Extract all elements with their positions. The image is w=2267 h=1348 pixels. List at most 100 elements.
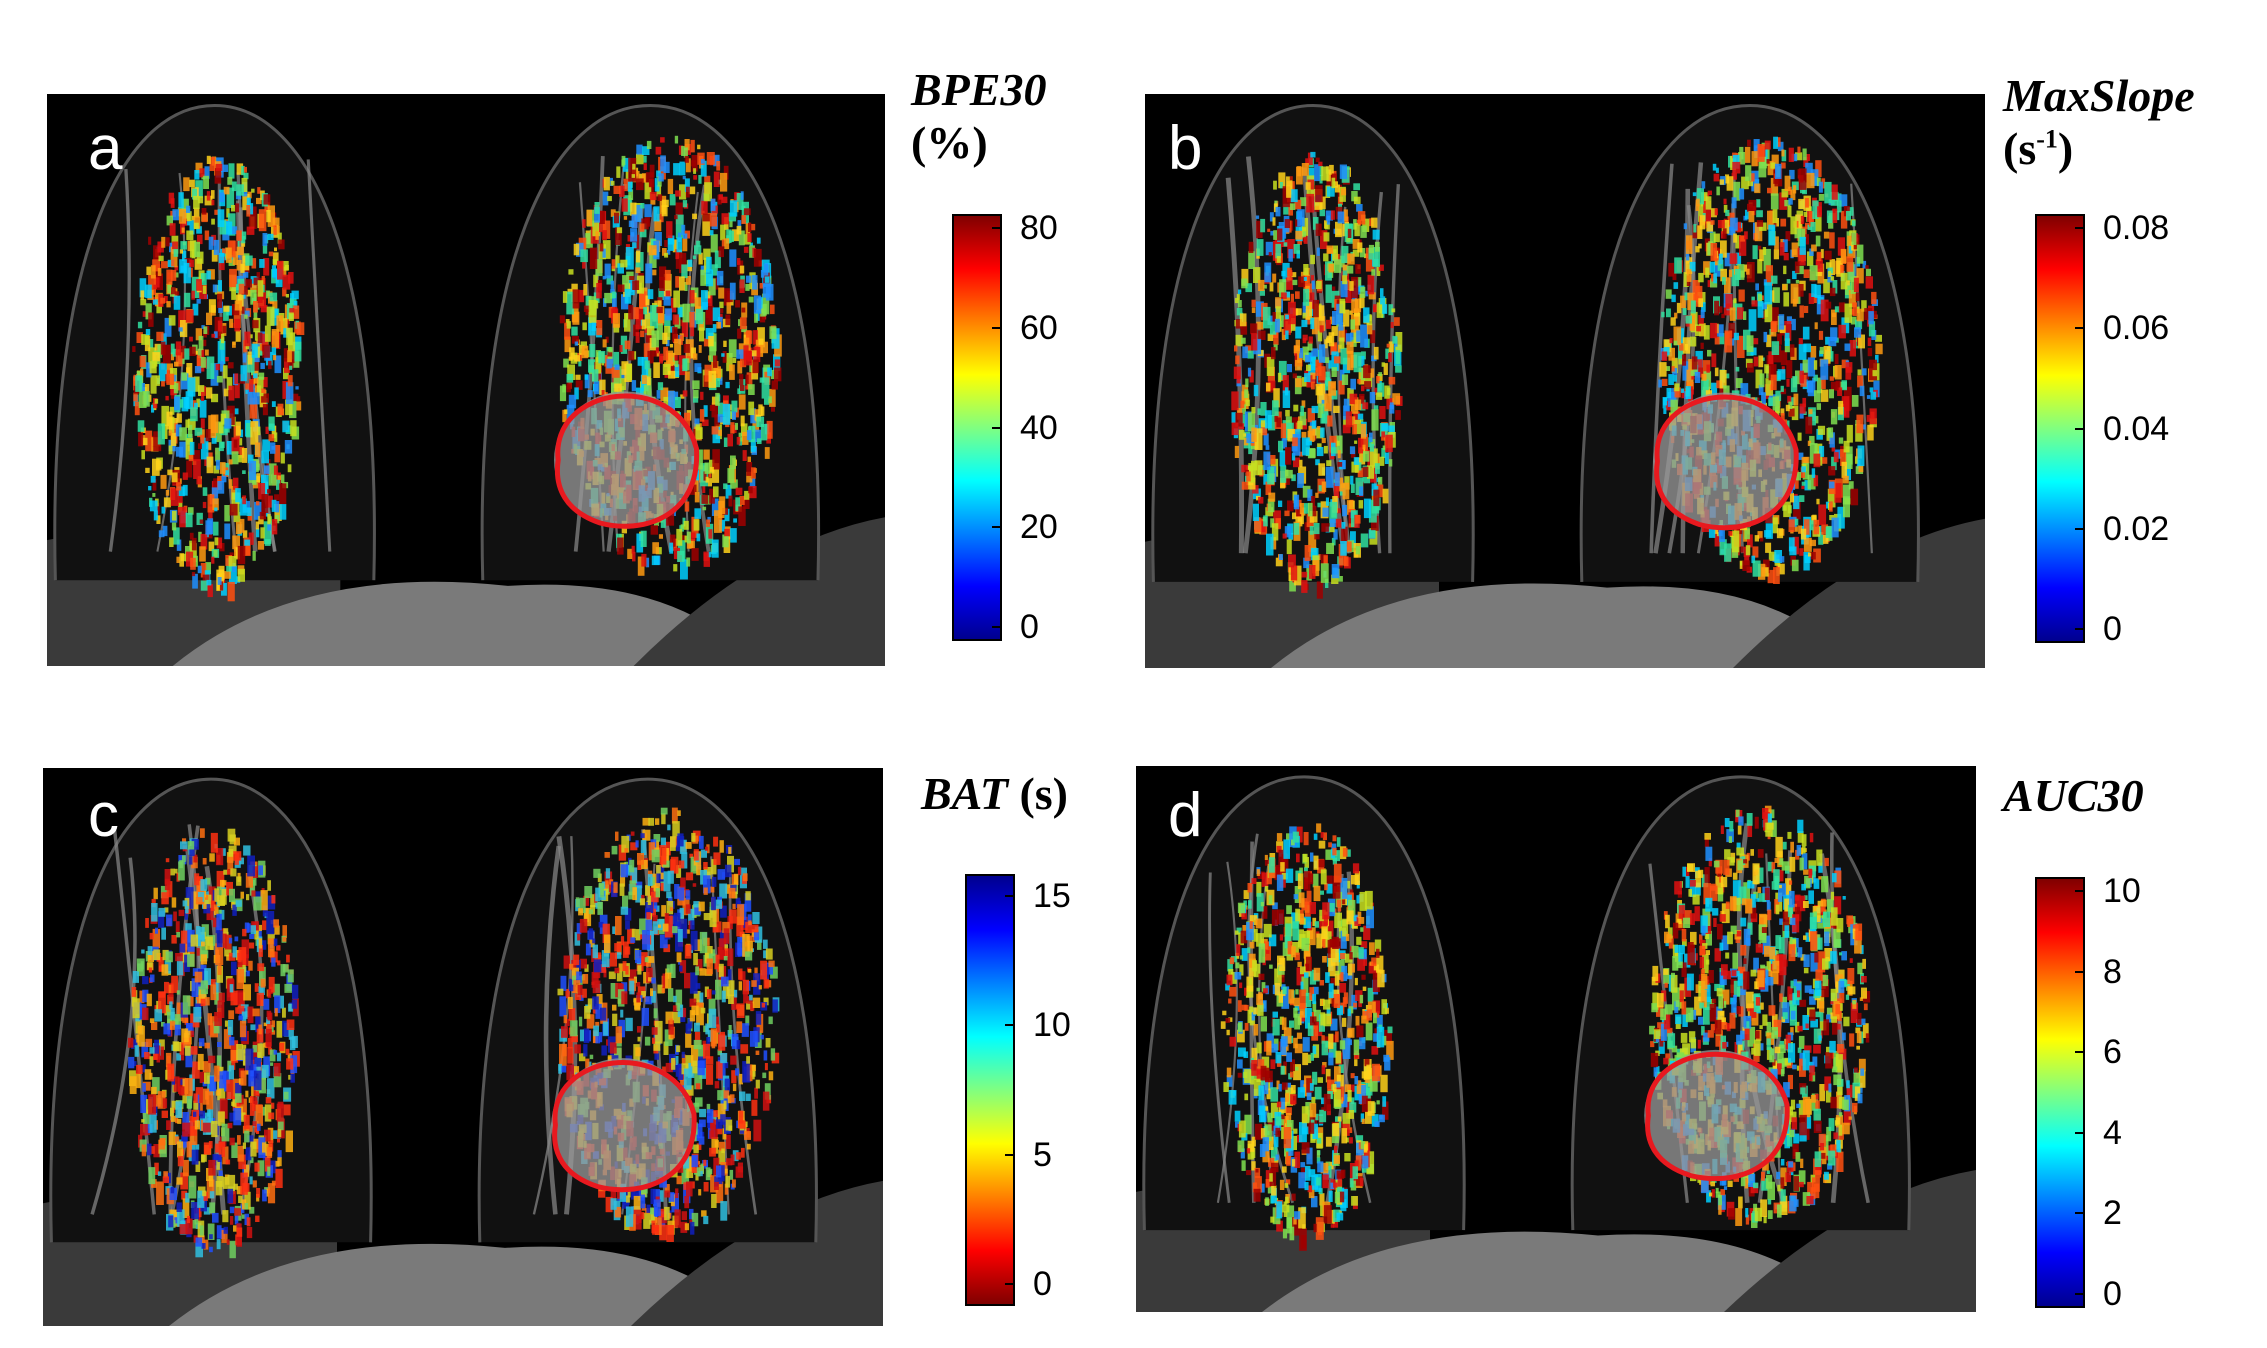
- parametric-voxel: [231, 1142, 238, 1158]
- parametric-voxel: [667, 250, 671, 255]
- parametric-voxel: [702, 213, 710, 222]
- parametric-voxel: [153, 245, 161, 261]
- parametric-voxel: [694, 245, 702, 255]
- parametric-voxel: [682, 233, 688, 239]
- parametric-voxel: [170, 269, 177, 281]
- parametric-voxel: [1268, 380, 1276, 391]
- parametric-voxel: [643, 343, 650, 360]
- parametric-voxel: [644, 377, 652, 400]
- parametric-voxel: [286, 1019, 295, 1030]
- parametric-voxel: [223, 928, 229, 934]
- colorbar-title-b: MaxSlope (s-1): [2003, 70, 2195, 176]
- parametric-voxel: [1338, 322, 1344, 331]
- parametric-voxel: [1795, 279, 1800, 284]
- parametric-voxel: [182, 198, 189, 211]
- parametric-voxel: [1242, 404, 1246, 415]
- parametric-voxel: [156, 301, 162, 314]
- parametric-voxel: [713, 154, 720, 167]
- parametric-voxel: [714, 510, 722, 533]
- parametric-voxel: [255, 1090, 260, 1096]
- parametric-voxel: [235, 203, 240, 213]
- parametric-voxel: [676, 528, 683, 546]
- parametric-voxel: [228, 1010, 235, 1020]
- parametric-voxel: [1663, 339, 1671, 352]
- parametric-voxel: [728, 495, 733, 507]
- parametric-voxel: [1373, 405, 1379, 410]
- parametric-voxel: [277, 1150, 282, 1159]
- parametric-voxel: [180, 930, 189, 950]
- parametric-voxel: [1858, 465, 1864, 473]
- parametric-voxel: [190, 557, 196, 570]
- parametric-voxel: [196, 478, 202, 485]
- parametric-voxel: [1728, 322, 1735, 338]
- parametric-voxel: [633, 324, 640, 337]
- parametric-voxel: [256, 197, 262, 205]
- parametric-voxel: [1818, 194, 1825, 201]
- parametric-voxel: [193, 1100, 199, 1110]
- parametric-voxel: [1303, 288, 1310, 306]
- parametric-voxel: [253, 896, 262, 911]
- parametric-voxel: [1764, 307, 1769, 318]
- parametric-voxel: [229, 1036, 235, 1046]
- parametric-voxel: [1284, 291, 1290, 298]
- parametric-voxel: [193, 195, 200, 209]
- parametric-voxel: [1806, 380, 1814, 393]
- parametric-voxel: [1370, 330, 1376, 344]
- parametric-voxel: [1295, 516, 1303, 527]
- parametric-voxel: [1724, 332, 1730, 346]
- parametric-voxel: [1316, 280, 1322, 290]
- parametric-voxel: [1820, 389, 1829, 402]
- parametric-voxel: [287, 1053, 292, 1062]
- parametric-voxel: [250, 1096, 254, 1105]
- parametric-voxel: [260, 890, 268, 911]
- parametric-voxel: [1341, 188, 1347, 196]
- parametric-voxel: [202, 339, 207, 347]
- colorbar-tick-mark: [992, 227, 1000, 229]
- parametric-voxel: [1337, 450, 1341, 459]
- parametric-voxel: [282, 937, 287, 942]
- parametric-voxel: [271, 957, 276, 967]
- parametric-voxel: [184, 348, 190, 360]
- parametric-voxel: [1265, 481, 1272, 495]
- parametric-voxel: [689, 311, 695, 328]
- parametric-voxel: [1315, 427, 1324, 439]
- parametric-voxel: [259, 966, 266, 987]
- parametric-voxel: [227, 856, 234, 870]
- parametric-voxel: [749, 242, 753, 247]
- parametric-voxel: [1765, 378, 1774, 396]
- parametric-voxel: [1695, 246, 1700, 253]
- parametric-voxel: [217, 1111, 225, 1126]
- parametric-voxel: [141, 1119, 145, 1123]
- vessel: [90, 857, 137, 1215]
- parametric-voxel: [210, 832, 218, 853]
- parametric-voxel: [1857, 369, 1862, 376]
- parametric-voxel: [252, 320, 259, 329]
- parametric-voxel: [170, 432, 177, 446]
- parametric-voxel: [1829, 389, 1834, 399]
- parametric-voxel: [1666, 388, 1671, 399]
- parametric-voxel: [239, 1020, 247, 1038]
- parametric-voxel: [708, 306, 714, 321]
- parametric-voxel: [228, 479, 233, 489]
- parametric-voxel: [148, 1167, 156, 1185]
- breast-left: [53, 103, 376, 581]
- parametric-voxel: [1310, 381, 1315, 390]
- parametric-voxel: [748, 425, 756, 443]
- parametric-voxel: [1285, 469, 1293, 479]
- parametric-voxel: [1274, 318, 1280, 333]
- parametric-voxel: [1771, 307, 1779, 326]
- parametric-voxel: [236, 163, 244, 175]
- parametric-voxel: [1301, 319, 1308, 328]
- parametric-voxel: [1354, 399, 1362, 410]
- parametric-voxel: [611, 367, 620, 378]
- colorbar-tick-label: 0.08: [2103, 209, 2170, 247]
- parametric-voxel: [750, 408, 756, 424]
- parametric-voxel: [257, 963, 265, 972]
- parametric-voxel: [1291, 318, 1296, 331]
- parametric-voxel: [194, 241, 200, 257]
- parametric-voxel: [235, 488, 241, 503]
- parametric-voxel: [230, 868, 237, 877]
- parametric-voxel: [1716, 380, 1723, 389]
- parametric-voxel: [268, 976, 275, 993]
- parametric-voxel: [198, 1038, 205, 1047]
